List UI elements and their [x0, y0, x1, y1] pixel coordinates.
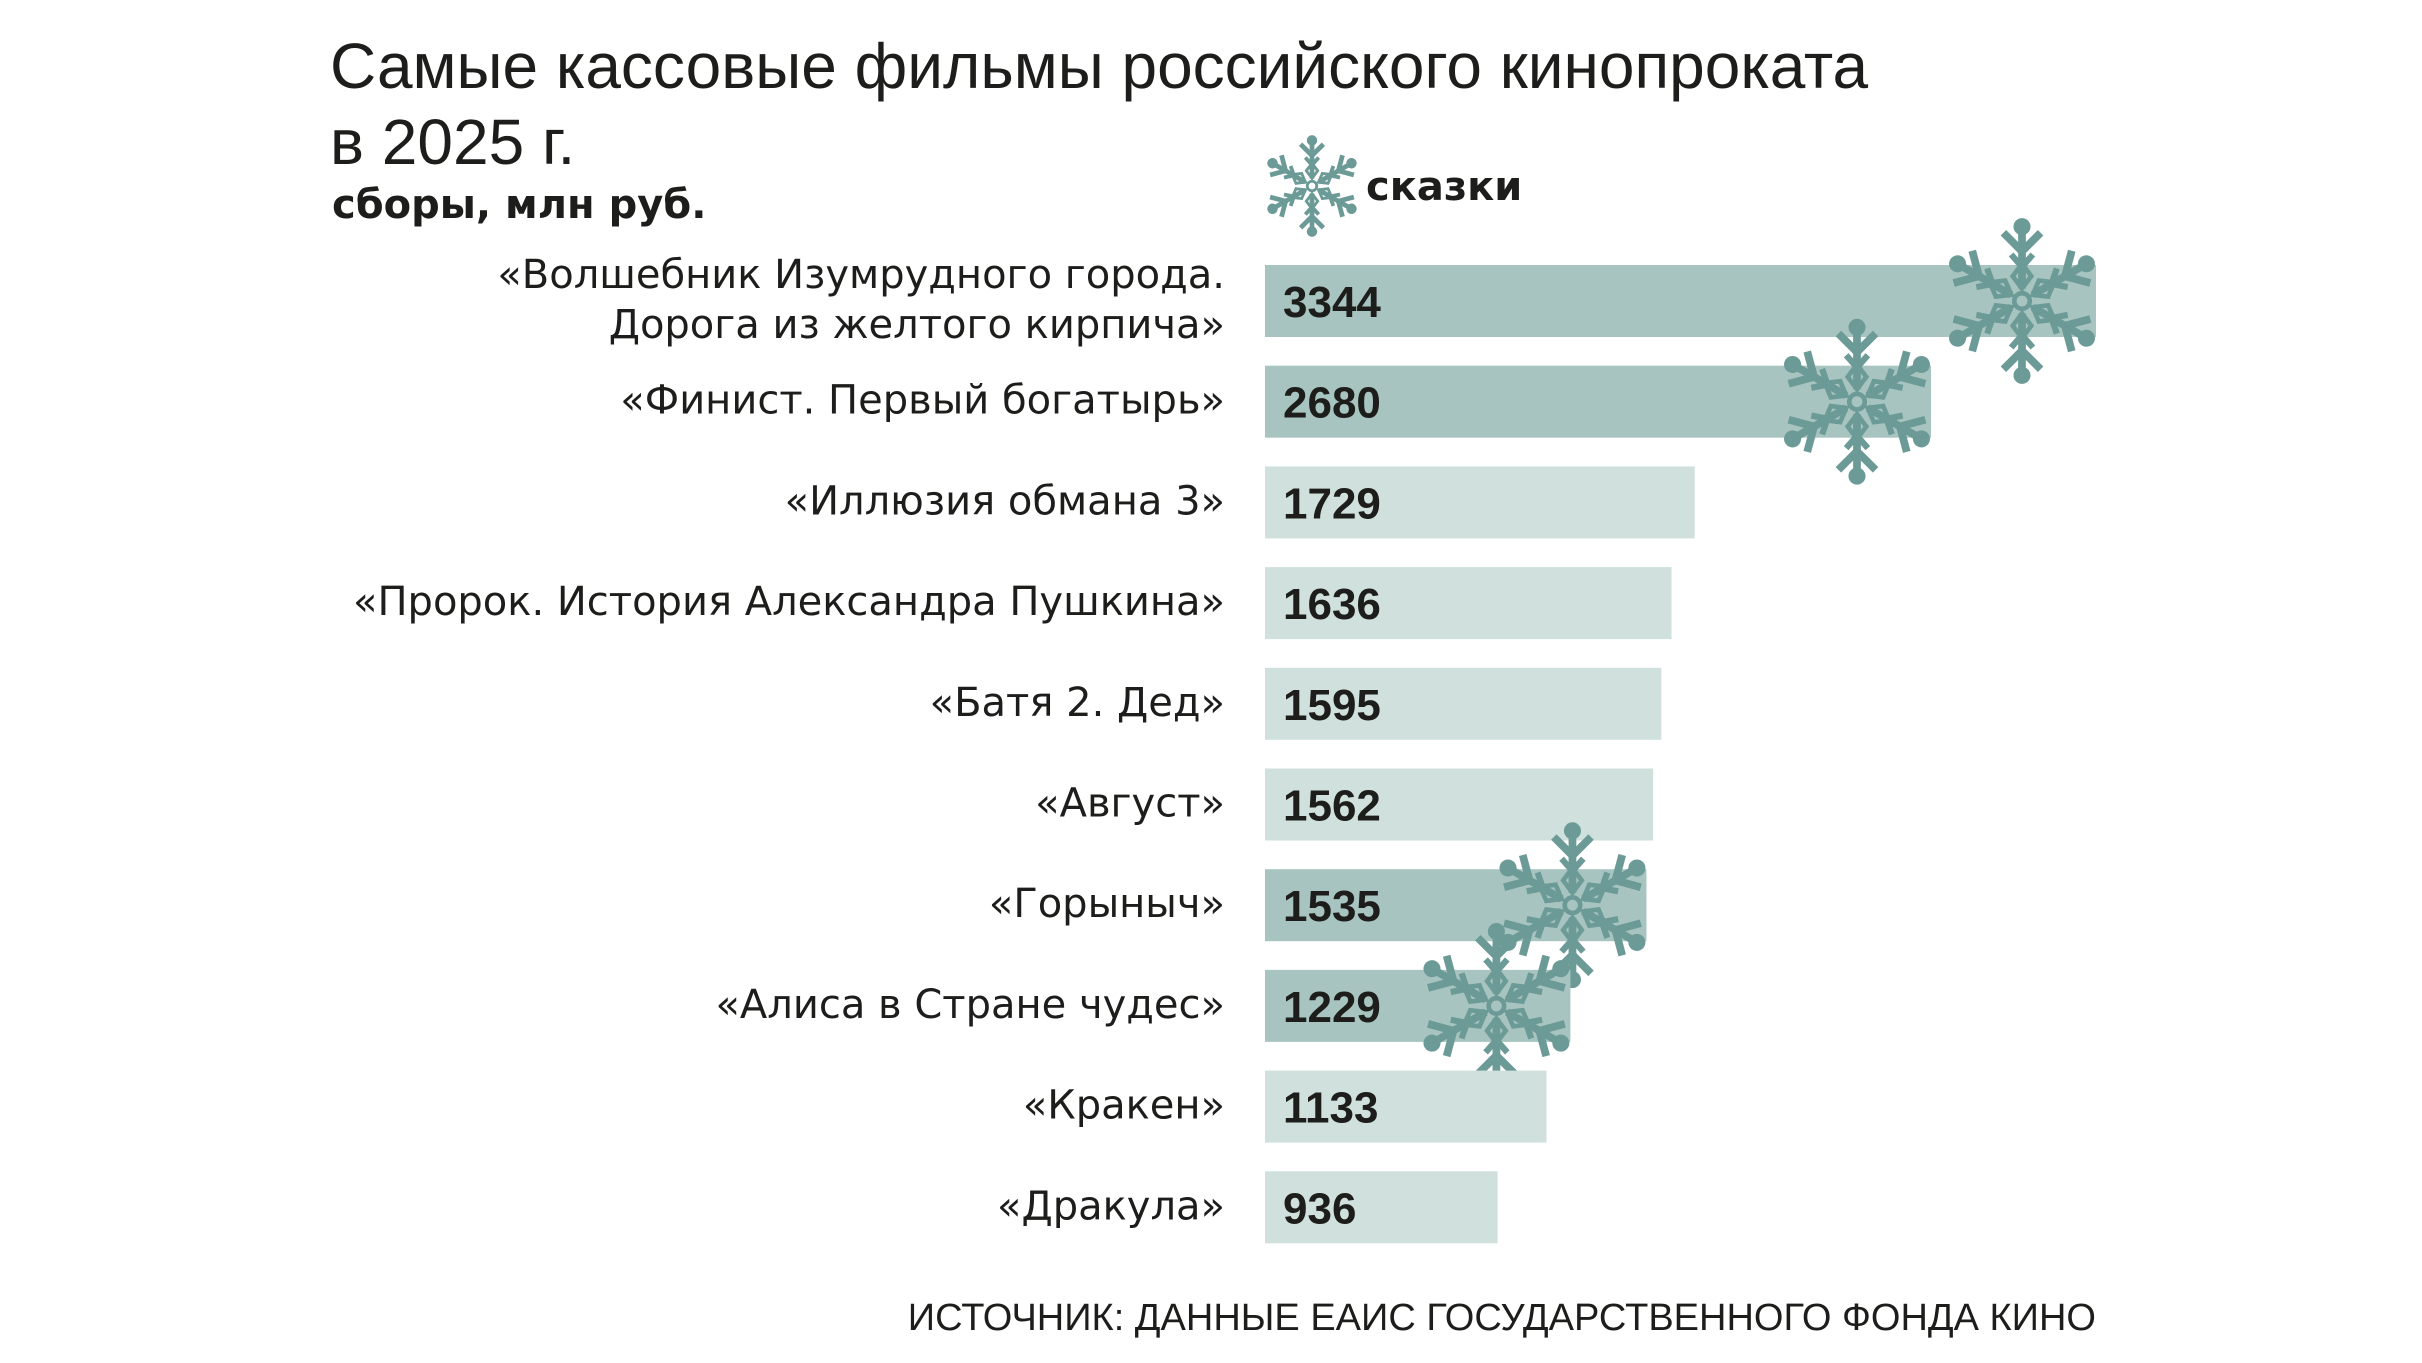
bar	[1265, 969, 1571, 1042]
category-label: «Дракула»	[997, 1183, 1225, 1229]
bar	[1265, 1171, 1498, 1244]
value-label: 1729	[1283, 479, 1381, 528]
bar	[1265, 567, 1672, 640]
category-label: «Август»	[1035, 781, 1225, 827]
value-label: 1133	[1283, 1084, 1378, 1133]
category-label: «Финист. Первый богатырь»	[620, 378, 1225, 424]
snowflake	[1263, 136, 1362, 237]
bar	[1265, 768, 1654, 841]
category-label: «Пророк. История Александра Пушкина»	[353, 579, 1225, 625]
category-label: «Кракен»	[1023, 1083, 1225, 1129]
value-label: 1595	[1283, 681, 1381, 730]
category-label: «Батя 2. Дед»	[930, 680, 1225, 726]
value-label: 1562	[1283, 782, 1381, 831]
value-label: 2680	[1283, 379, 1381, 428]
legend-label: сказки	[1366, 164, 1522, 210]
bar	[1265, 667, 1662, 740]
subtitle: сборы, млн руб.	[332, 182, 706, 228]
value-label: 1535	[1283, 882, 1381, 931]
chart-title: Самые кассовые фильмы российского кинопр…	[330, 30, 1869, 178]
source: ИСТОЧНИК: ДАННЫЕ ЕАИС ГОСУДАРСТВЕННОГО Ф…	[908, 1297, 2096, 1339]
category-label: «Алиса в Стране чудес»	[715, 982, 1225, 1028]
bar	[1265, 1070, 1547, 1143]
value-label: 936	[1283, 1184, 1356, 1233]
legend-icon	[1263, 136, 1362, 237]
bar	[1265, 466, 1695, 539]
category-label: «Волшебник Изумрудного города. Дорога из …	[497, 252, 1225, 348]
value-label: 3344	[1283, 278, 1381, 327]
category-label: «Горыныч»	[989, 881, 1225, 927]
bar	[1265, 265, 2096, 337]
category-label: «Иллюзия обмана 3»	[785, 478, 1225, 524]
value-label: 1636	[1283, 580, 1381, 629]
value-label: 1229	[1283, 983, 1381, 1032]
